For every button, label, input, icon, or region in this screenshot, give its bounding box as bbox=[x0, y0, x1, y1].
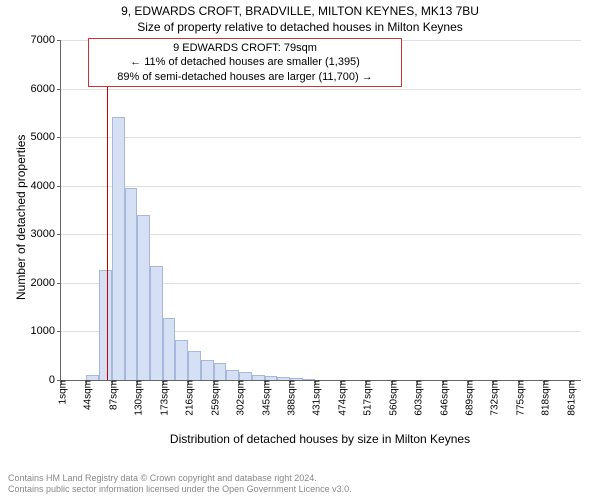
y-tick-label: 6000 bbox=[31, 83, 61, 95]
histogram-bar bbox=[214, 363, 227, 380]
histogram-bar bbox=[277, 377, 290, 380]
gridline bbox=[61, 89, 581, 90]
attribution-footer: Contains HM Land Registry data © Crown c… bbox=[8, 473, 352, 496]
histogram-bar bbox=[125, 188, 138, 380]
histogram-bar bbox=[239, 372, 252, 380]
x-tick-label: 431sqm bbox=[308, 380, 323, 416]
chart-container: 9, EDWARDS CROFT, BRADVILLE, MILTON KEYN… bbox=[0, 0, 600, 500]
y-tick-label: 1000 bbox=[31, 325, 61, 337]
x-tick-label: 44sqm bbox=[79, 380, 94, 410]
x-tick-label: 130sqm bbox=[130, 380, 145, 416]
reference-line bbox=[107, 40, 108, 380]
x-tick-label: 87sqm bbox=[104, 380, 119, 410]
histogram-bar bbox=[163, 318, 176, 380]
annotation-line-1: 9 EDWARDS CROFT: 79sqm bbox=[95, 41, 395, 55]
x-tick-label: 345sqm bbox=[257, 380, 272, 416]
histogram-bar bbox=[175, 340, 188, 380]
x-axis-label: Distribution of detached houses by size … bbox=[60, 432, 580, 446]
y-tick-label: 7000 bbox=[31, 34, 61, 46]
x-tick-label: 775sqm bbox=[511, 380, 526, 416]
histogram-bar bbox=[226, 370, 239, 380]
annotation-line-3: 89% of semi-detached houses are larger (… bbox=[95, 70, 395, 84]
x-tick-label: 861sqm bbox=[562, 380, 577, 416]
histogram-bar bbox=[86, 375, 99, 380]
plot-area: 010002000300040005000600070001sqm44sqm87… bbox=[60, 40, 581, 381]
x-tick-label: 173sqm bbox=[155, 380, 170, 416]
x-tick-label: 259sqm bbox=[206, 380, 221, 416]
x-tick-label: 689sqm bbox=[461, 380, 476, 416]
x-tick-label: 818sqm bbox=[537, 380, 552, 416]
x-tick-label: 388sqm bbox=[282, 380, 297, 416]
y-tick-label: 4000 bbox=[31, 180, 61, 192]
x-tick-label: 603sqm bbox=[410, 380, 425, 416]
chart-subtitle: Size of property relative to detached ho… bbox=[0, 20, 600, 34]
histogram-bar bbox=[137, 215, 150, 380]
footer-line-1: Contains HM Land Registry data © Crown c… bbox=[8, 473, 352, 485]
histogram-bar bbox=[188, 351, 201, 380]
chart-title: 9, EDWARDS CROFT, BRADVILLE, MILTON KEYN… bbox=[0, 4, 600, 18]
x-tick-label: 302sqm bbox=[232, 380, 247, 416]
x-tick-label: 216sqm bbox=[181, 380, 196, 416]
histogram-bar bbox=[201, 360, 214, 380]
y-tick-label: 5000 bbox=[31, 131, 61, 143]
y-tick-label: 2000 bbox=[31, 277, 61, 289]
x-tick-label: 646sqm bbox=[435, 380, 450, 416]
histogram-bar bbox=[150, 266, 163, 380]
x-tick-label: 1sqm bbox=[54, 380, 69, 404]
annotation-box: 9 EDWARDS CROFT: 79sqm ← 11% of detached… bbox=[88, 38, 402, 87]
histogram-bar bbox=[99, 270, 112, 380]
gridline bbox=[61, 137, 581, 138]
y-axis-label: Number of detached properties bbox=[14, 135, 28, 300]
histogram-bar bbox=[303, 379, 316, 380]
footer-line-2: Contains public sector information licen… bbox=[8, 484, 352, 496]
histogram-bar bbox=[112, 117, 125, 380]
annotation-line-2: ← 11% of detached houses are smaller (1,… bbox=[95, 55, 395, 69]
x-tick-label: 732sqm bbox=[486, 380, 501, 416]
x-tick-label: 517sqm bbox=[359, 380, 374, 416]
x-tick-label: 474sqm bbox=[333, 380, 348, 416]
x-tick-label: 560sqm bbox=[384, 380, 399, 416]
histogram-bar bbox=[252, 375, 265, 380]
y-tick-label: 3000 bbox=[31, 228, 61, 240]
gridline bbox=[61, 186, 581, 187]
histogram-bar bbox=[290, 378, 303, 380]
histogram-bar bbox=[265, 376, 278, 380]
